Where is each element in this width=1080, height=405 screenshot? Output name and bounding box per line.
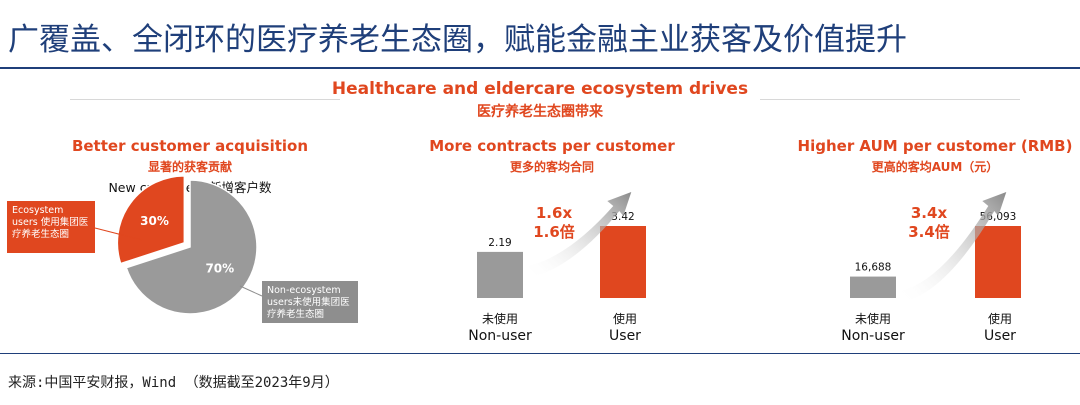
panel-2-heading-zh: 更多的客均合同 bbox=[509, 160, 594, 174]
bar-label-nonuser-zh: 未使用 bbox=[854, 312, 891, 326]
header-line-left bbox=[70, 99, 340, 100]
header-line-right bbox=[760, 99, 1020, 100]
ecosystem-heading-zh: 医疗养老生态圈带来 bbox=[477, 104, 603, 120]
bar-value-user-contracts: 3.42 bbox=[611, 211, 634, 223]
bar-value-nonuser-aum: 16,688 bbox=[855, 262, 892, 274]
bar-label-nonuser-zh: 未使用 bbox=[481, 312, 518, 326]
bar-label-nonuser-en: Non-user bbox=[841, 328, 905, 344]
multiplier-x-contracts: 1.6x bbox=[536, 204, 573, 222]
bar-label-user-en: User bbox=[609, 328, 641, 344]
panel-1-heading-en: Better customer acquisition bbox=[71, 137, 309, 155]
non-ecosystem-leader-line bbox=[239, 285, 263, 297]
panel-3-heading-en: Higher AUM per customer (RMB) bbox=[797, 137, 1073, 155]
multiplier-zh-contracts: 1.6倍 bbox=[533, 223, 575, 241]
bar-user-aum bbox=[975, 226, 1021, 298]
title-divider bbox=[0, 67, 1080, 69]
ecosystem-users-callout: Ecosystem users 使用集团医疗养老生态圈 bbox=[7, 201, 95, 253]
non-ecosystem-users-callout: Non-ecosystem users未使用集团医疗养老生态圈 bbox=[262, 281, 358, 323]
ecosystem-leader-line bbox=[94, 227, 143, 241]
pie-slice-ecosystem bbox=[116, 175, 186, 265]
page-title: 广覆盖、全闭环的医疗养老生态圈，赋能金融主业获客及价值提升 bbox=[8, 22, 907, 58]
bar-label-user-zh: 使用 bbox=[612, 312, 637, 326]
panel-2-heading-en: More contracts per customer bbox=[429, 137, 675, 155]
multiplier-zh-aum: 3.4倍 bbox=[908, 223, 950, 241]
source-note: 来源:中国平安财报，Wind （数据截至2023年9月） bbox=[8, 375, 339, 391]
multiplier-x-aum: 3.4x bbox=[911, 204, 948, 222]
bar-label-user-zh: 使用 bbox=[987, 312, 1012, 326]
pie-label-ecosystem: 30% bbox=[140, 214, 169, 228]
pie-label-non-ecosystem: 70% bbox=[205, 262, 234, 276]
panel-3-heading-zh: 更高的客均AUM（元） bbox=[871, 160, 999, 174]
bar-nonuser-contracts bbox=[477, 251, 523, 298]
growth-arrow-aum bbox=[902, 192, 1007, 303]
bar-label-user-en: User bbox=[984, 328, 1016, 344]
growth-arrow-contracts bbox=[529, 192, 632, 278]
panel-1-heading-zh: 显著的获客贡献 bbox=[147, 160, 232, 174]
bar-label-nonuser-en: Non-user bbox=[468, 328, 532, 344]
pie-slice-non-ecosystem bbox=[125, 179, 258, 315]
ecosystem-heading-en: Healthcare and eldercare ecosystem drive… bbox=[331, 79, 749, 99]
bar-value-nonuser-contracts: 2.19 bbox=[488, 237, 511, 249]
bar-user-contracts bbox=[600, 226, 646, 298]
footer-divider bbox=[0, 353, 1080, 354]
bar-nonuser-aum bbox=[850, 276, 896, 298]
